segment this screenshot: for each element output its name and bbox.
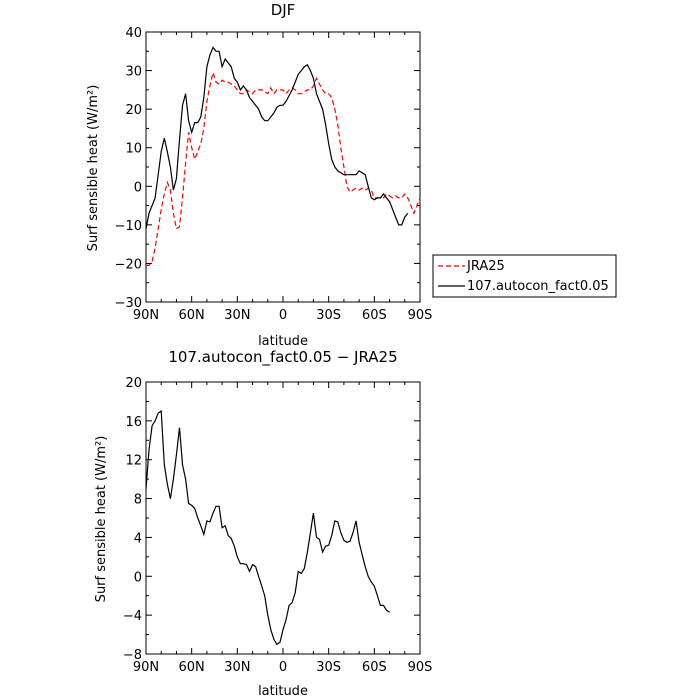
x-tick-label: 60N [179, 308, 205, 323]
x-tick-label: 0 [279, 308, 287, 323]
bottom-chart-x-axis-label: latitude [258, 684, 308, 699]
legend-label-autocon: 107.autocon_fact0.05 [467, 279, 609, 294]
y-tick-label: 0 [134, 570, 142, 585]
x-tick-label: 0 [279, 660, 287, 675]
x-tick-label: 30S [316, 308, 341, 323]
y-tick-label: −4 [123, 609, 142, 624]
bottom-chart-title: 107.autocon_fact0.05 − JRA25 [168, 348, 397, 367]
series-line-difference [145, 410, 390, 646]
y-tick-label: −20 [115, 257, 142, 272]
top-chart-x-axis-label: latitude [258, 334, 308, 349]
bottom-chart: 107.autocon_fact0.05 − JRA25 90N 60N 30N 0 3… [94, 348, 432, 699]
y-tick-label: 20 [125, 103, 142, 118]
y-tick-label: 30 [125, 65, 142, 80]
y-tick-label: −30 [115, 296, 142, 311]
top-chart-series [145, 46, 421, 266]
top-chart-ticks: 90N 60N 30N 0 30S 60S 90S −30 −20 −10 0 10 20 30 40 [115, 26, 433, 323]
top-chart-y-axis-label: Surf sensible heat (W/m²) [86, 85, 101, 252]
y-tick-label: 10 [125, 142, 142, 157]
y-tick-label: 12 [125, 454, 142, 469]
bottom-chart-ticks: 90N 60N 30N 0 30S 60S 90S −8 −4 0 4 8 12 16 20 [123, 376, 433, 675]
x-tick-label: 30N [224, 660, 250, 675]
x-tick-label: 60S [362, 660, 387, 675]
x-tick-label: 30N [224, 308, 250, 323]
y-tick-label: 8 [134, 493, 142, 508]
legend-label-jra25: JRA25 [466, 259, 505, 274]
y-tick-label: 4 [134, 531, 142, 546]
top-chart-frame [145, 31, 421, 303]
y-tick-label: 0 [134, 180, 142, 195]
bottom-chart-frame [145, 381, 421, 655]
x-tick-label: 90S [408, 308, 433, 323]
y-tick-label: 16 [125, 415, 142, 430]
legend-box [432, 254, 617, 298]
y-tick-label: −8 [123, 648, 142, 663]
x-tick-label: 60S [362, 308, 387, 323]
legend: JRA25 107.autocon_fact0.05 [432, 254, 617, 298]
x-tick-label: 90N [133, 660, 159, 675]
series-line-jra25 [146, 70, 421, 266]
y-tick-label: −10 [115, 219, 142, 234]
x-tick-label: 30S [316, 660, 341, 675]
bottom-chart-series [145, 410, 390, 646]
y-tick-label: 20 [125, 376, 142, 391]
series-line-107-autocon-fact0-05 [145, 46, 409, 229]
top-chart: DJF 90N 60N 30N 0 30S 60S 90S −30 −20 −10 0 10 20 30 4… [86, 1, 617, 349]
bottom-chart-y-axis-label: Surf sensible heat (W/m²) [94, 436, 109, 603]
x-tick-label: 90N [133, 308, 159, 323]
top-chart-title: DJF [271, 1, 296, 19]
x-tick-label: 90S [408, 660, 433, 675]
y-tick-label: 40 [125, 26, 142, 41]
x-tick-label: 60N [179, 660, 205, 675]
